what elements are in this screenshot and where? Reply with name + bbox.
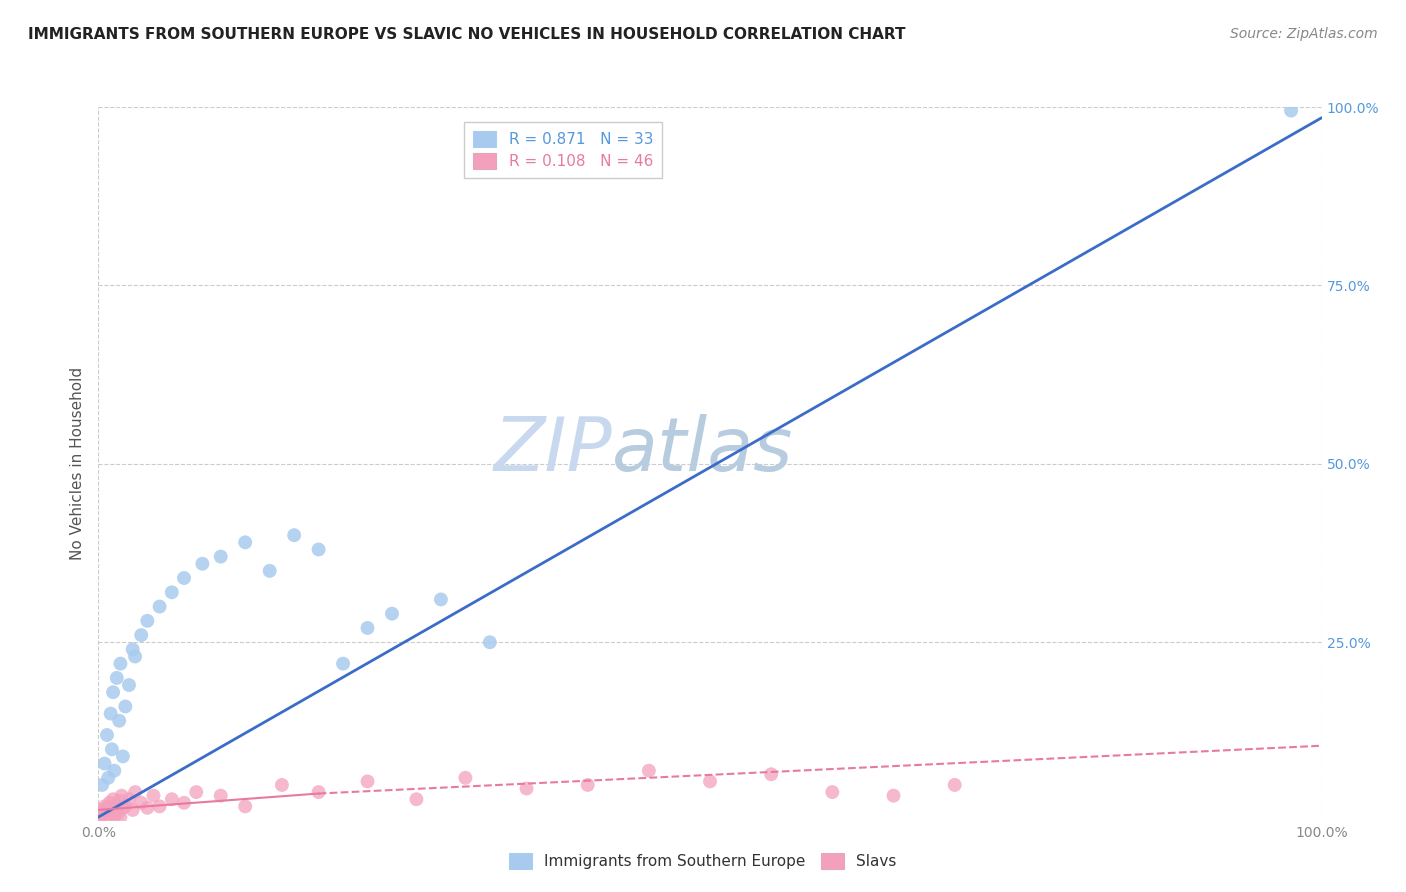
Point bbox=[108, 714, 131, 728]
Point bbox=[191, 557, 214, 571]
Point bbox=[381, 607, 404, 621]
Text: IMMIGRANTS FROM SOUTHERN EUROPE VS SLAVIC NO VEHICLES IN HOUSEHOLD CORRELATION C: IMMIGRANTS FROM SOUTHERN EUROPE VS SLAVI… bbox=[28, 27, 905, 42]
Point bbox=[160, 792, 183, 806]
Point bbox=[101, 685, 124, 699]
Point bbox=[259, 564, 281, 578]
Point bbox=[576, 778, 599, 792]
Point bbox=[94, 805, 117, 819]
Point bbox=[308, 785, 330, 799]
Text: Source: ZipAtlas.com: Source: ZipAtlas.com bbox=[1230, 27, 1378, 41]
Point bbox=[516, 781, 538, 796]
Point bbox=[114, 799, 136, 814]
Point bbox=[136, 801, 159, 815]
Point bbox=[90, 810, 112, 824]
Point bbox=[160, 585, 183, 599]
Point bbox=[118, 792, 141, 806]
Legend: Immigrants from Southern Europe, Slavs: Immigrants from Southern Europe, Slavs bbox=[503, 847, 903, 875]
Point bbox=[107, 806, 129, 821]
Text: ZIP: ZIP bbox=[494, 414, 612, 485]
Point bbox=[121, 803, 143, 817]
Point bbox=[104, 797, 127, 812]
Point bbox=[111, 749, 134, 764]
Point bbox=[96, 801, 118, 815]
Point bbox=[97, 809, 120, 823]
Point bbox=[111, 801, 134, 815]
Point bbox=[105, 803, 128, 817]
Point bbox=[110, 657, 132, 671]
Point bbox=[118, 678, 141, 692]
Point bbox=[129, 628, 152, 642]
Point bbox=[111, 789, 134, 803]
Point bbox=[101, 792, 124, 806]
Point bbox=[105, 671, 128, 685]
Point bbox=[761, 767, 783, 781]
Point bbox=[233, 535, 256, 549]
Point bbox=[173, 571, 195, 585]
Point bbox=[91, 803, 114, 817]
Point bbox=[103, 764, 125, 778]
Point bbox=[97, 771, 120, 785]
Text: atlas: atlas bbox=[612, 414, 793, 485]
Point bbox=[149, 799, 172, 814]
Point bbox=[121, 642, 143, 657]
Point bbox=[91, 808, 114, 822]
Point bbox=[821, 785, 844, 799]
Point bbox=[699, 774, 721, 789]
Point bbox=[124, 649, 146, 664]
Point bbox=[142, 789, 165, 803]
Point bbox=[93, 799, 115, 814]
Point bbox=[101, 742, 124, 756]
Point bbox=[943, 778, 966, 792]
Point bbox=[89, 806, 111, 821]
Point bbox=[96, 728, 118, 742]
Point bbox=[233, 799, 256, 814]
Point bbox=[270, 778, 294, 792]
Point bbox=[356, 774, 378, 789]
Y-axis label: No Vehicles in Household: No Vehicles in Household bbox=[70, 368, 86, 560]
Point bbox=[186, 785, 208, 799]
Point bbox=[173, 796, 195, 810]
Point bbox=[108, 794, 131, 808]
Point bbox=[100, 806, 122, 821]
Legend: R = 0.871   N = 33, R = 0.108   N = 46: R = 0.871 N = 33, R = 0.108 N = 46 bbox=[464, 122, 662, 178]
Point bbox=[209, 789, 232, 803]
Point bbox=[308, 542, 330, 557]
Point bbox=[124, 785, 146, 799]
Point bbox=[883, 789, 905, 803]
Point bbox=[136, 614, 159, 628]
Point bbox=[638, 764, 661, 778]
Point bbox=[149, 599, 172, 614]
Point bbox=[103, 808, 125, 822]
Point bbox=[430, 592, 453, 607]
Point bbox=[114, 699, 136, 714]
Point bbox=[100, 706, 122, 721]
Point bbox=[356, 621, 378, 635]
Point bbox=[454, 771, 477, 785]
Point bbox=[405, 792, 427, 806]
Point bbox=[91, 778, 114, 792]
Point bbox=[209, 549, 232, 564]
Point bbox=[98, 796, 121, 810]
Point bbox=[283, 528, 305, 542]
Point bbox=[478, 635, 501, 649]
Point bbox=[101, 803, 124, 817]
Point bbox=[332, 657, 354, 671]
Point bbox=[129, 796, 152, 810]
Point bbox=[1279, 103, 1302, 118]
Point bbox=[110, 810, 132, 824]
Point bbox=[93, 756, 115, 771]
